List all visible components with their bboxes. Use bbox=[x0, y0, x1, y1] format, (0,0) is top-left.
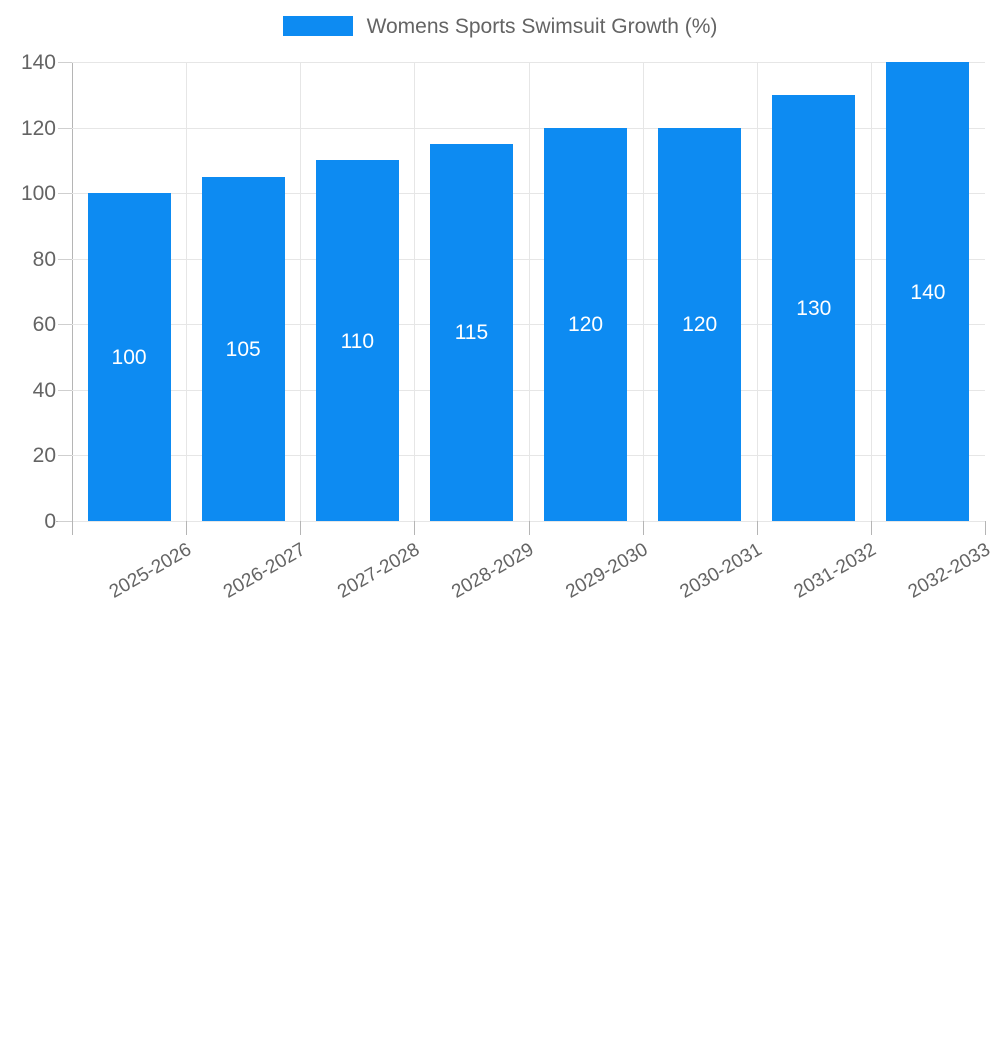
y-axis-tick bbox=[58, 521, 72, 522]
legend-label: Womens Sports Swimsuit Growth (%) bbox=[366, 14, 718, 38]
x-gridline bbox=[528, 62, 530, 521]
bar[interactable]: 140 bbox=[886, 62, 970, 521]
legend-swatch-icon bbox=[282, 16, 353, 36]
bar-value-label: 140 bbox=[910, 280, 946, 304]
plot-area: 100 105 110 115 120 120 130 140 bbox=[72, 62, 985, 522]
bar[interactable]: 115 bbox=[429, 143, 513, 521]
y-axis-tick-label: 40 bbox=[32, 378, 56, 402]
x-gridline bbox=[870, 62, 872, 521]
x-gridline bbox=[642, 62, 644, 521]
y-axis-labels: 0 20 40 60 80 100 120 140 bbox=[0, 0, 56, 600]
x-axis-tick bbox=[870, 521, 872, 535]
bar-chart: Womens Sports Swimsuit Growth (%) 0 20 40 6… bbox=[0, 0, 1000, 603]
x-axis-tick bbox=[300, 521, 302, 535]
bar[interactable]: 120 bbox=[658, 127, 742, 521]
y-axis-tick-label: 120 bbox=[20, 116, 56, 140]
bar-value-label: 120 bbox=[682, 313, 718, 337]
y-axis-tick bbox=[58, 389, 72, 391]
x-axis-tick bbox=[642, 521, 644, 535]
bar-value-label: 130 bbox=[796, 296, 832, 320]
x-axis-tick bbox=[528, 521, 530, 535]
y-axis-tick-label: 80 bbox=[32, 247, 56, 271]
x-axis-tick-label: 2031-2032 bbox=[790, 539, 880, 603]
x-gridline bbox=[186, 62, 188, 521]
y-axis-tick bbox=[58, 193, 72, 195]
chart-legend: Womens Sports Swimsuit Growth (%) bbox=[0, 0, 1000, 52]
x-gridline bbox=[300, 62, 302, 521]
x-gridline bbox=[756, 62, 758, 521]
bar-value-label: 100 bbox=[111, 346, 147, 370]
y-axis-tick bbox=[58, 455, 72, 457]
bar[interactable]: 110 bbox=[315, 160, 399, 521]
legend-item-womens-sports-swimsuit-growth[interactable]: Womens Sports Swimsuit Growth (%) bbox=[282, 14, 718, 38]
x-axis-tick-label: 2032-2033 bbox=[904, 539, 994, 603]
x-axis-tick bbox=[756, 521, 758, 535]
y-axis-tick bbox=[58, 258, 72, 260]
y-axis-tick-label: 100 bbox=[20, 182, 56, 206]
y-axis-tick bbox=[58, 62, 72, 63]
y-axis-tick-label: 140 bbox=[20, 51, 56, 74]
x-axis-tick-label: 2029-2030 bbox=[562, 539, 652, 603]
y-axis-tick-label: 0 bbox=[44, 510, 56, 533]
x-gridline bbox=[414, 62, 416, 521]
x-axis-tick bbox=[414, 521, 416, 535]
bar[interactable]: 130 bbox=[772, 94, 856, 521]
bar[interactable]: 105 bbox=[201, 176, 285, 521]
y-axis-tick-label: 60 bbox=[32, 313, 56, 337]
x-axis-tick bbox=[72, 521, 73, 535]
y-axis-tick bbox=[58, 324, 72, 326]
y-axis-tick-label: 20 bbox=[32, 444, 56, 468]
bar-value-label: 105 bbox=[225, 337, 261, 361]
bar-value-label: 110 bbox=[340, 329, 375, 353]
bar-value-label: 115 bbox=[454, 321, 489, 345]
y-axis-line bbox=[72, 62, 73, 522]
bar-value-label: 120 bbox=[568, 313, 604, 337]
bar[interactable]: 100 bbox=[87, 193, 171, 521]
bar[interactable]: 120 bbox=[544, 127, 628, 521]
x-axis-tick bbox=[186, 521, 188, 535]
x-axis-tick bbox=[985, 521, 986, 535]
y-axis-tick bbox=[58, 127, 72, 129]
